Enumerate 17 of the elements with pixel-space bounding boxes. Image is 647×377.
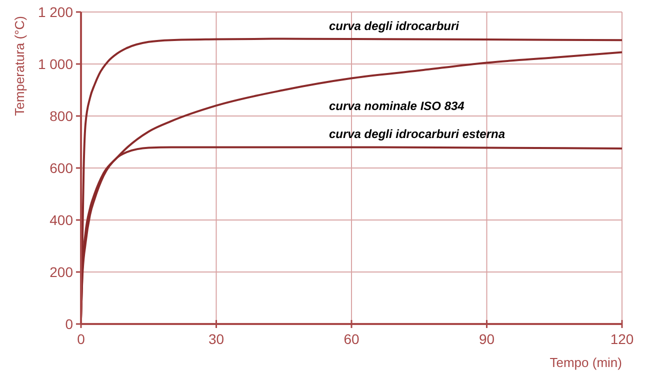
series-label: curva degli idrocarburi esterna: [328, 127, 506, 142]
x-tick-label: 120: [610, 331, 634, 347]
series-label: curva degli idrocarburi: [328, 18, 460, 33]
y-tick-label: 200: [50, 264, 74, 280]
y-tick-label: 400: [50, 212, 74, 228]
y-axis-title: Temperatura (°C): [12, 16, 27, 116]
x-tick-label: 30: [208, 331, 224, 347]
y-tick-label: 1 000: [38, 56, 74, 72]
y-tick-label: 600: [50, 160, 74, 176]
x-axis-title: Tempo (min): [550, 355, 622, 370]
y-tick-label: 800: [50, 108, 74, 124]
x-tick-label: 60: [344, 331, 360, 347]
y-tick-label: 0: [65, 316, 74, 332]
x-tick-label: 0: [77, 331, 86, 347]
x-tick-label: 90: [478, 331, 495, 347]
y-tick-label: 1 200: [38, 4, 74, 20]
series-label: curva nominale ISO 834: [328, 99, 465, 114]
